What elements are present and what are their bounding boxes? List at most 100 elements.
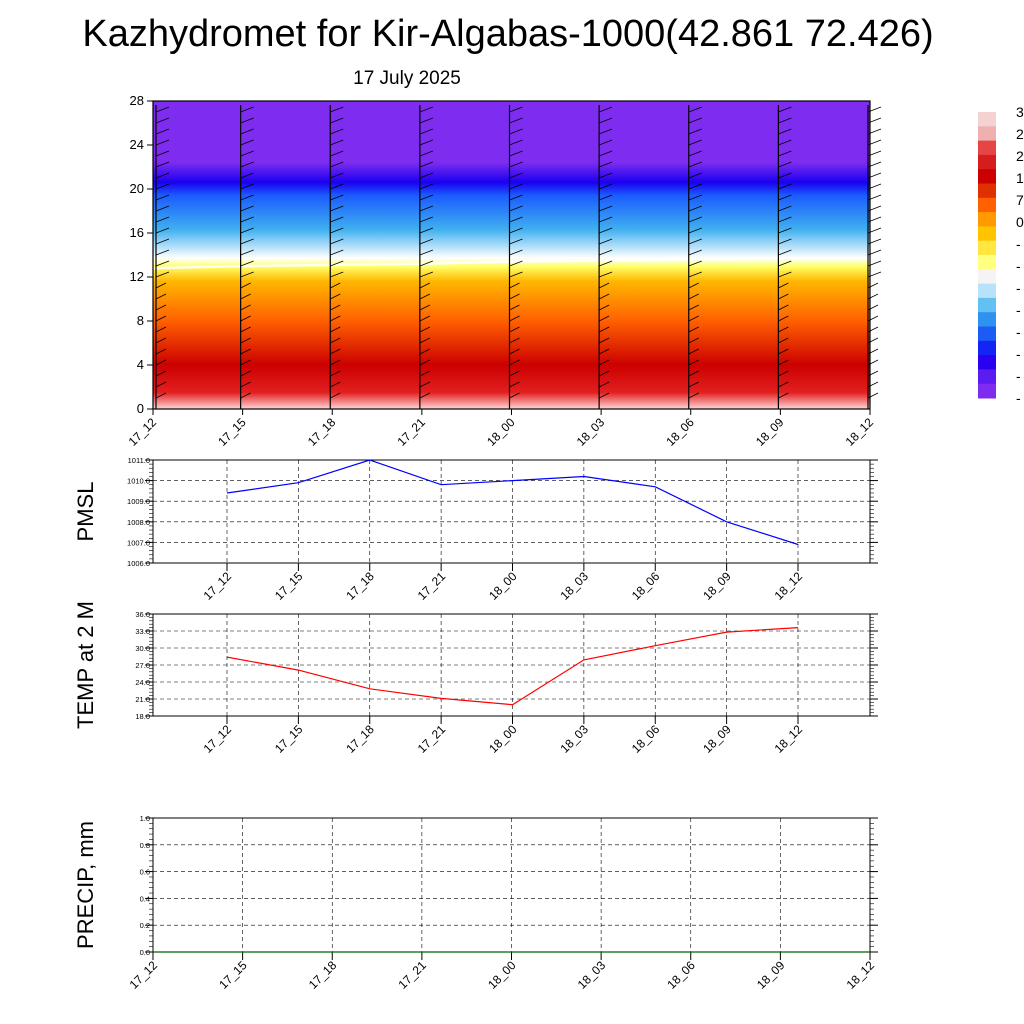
wind-barb: [778, 128, 792, 135]
wind-barb: [240, 271, 254, 278]
y-tick-label: 28: [130, 93, 144, 108]
wind-barb: [598, 249, 613, 256]
colorbar-label: -: [1016, 258, 1021, 274]
wind-barb: [155, 381, 167, 388]
x-tick-label: 18_03: [557, 569, 591, 603]
y-axis-label: TEMP at 2 M: [73, 601, 98, 729]
x-tick-label: 18_06: [664, 958, 698, 992]
wind-barb: [688, 172, 702, 179]
colorbar-label: 2: [1016, 148, 1024, 164]
wind-barb: [330, 282, 341, 289]
colorbar-swatch: [978, 226, 996, 242]
y-tick-label: 1011.0: [128, 456, 150, 465]
wind-barb: [240, 106, 254, 113]
wind-barb-column: [419, 105, 434, 409]
colorbar-swatch: [978, 240, 996, 256]
x-tick-label: 17_21: [395, 958, 429, 992]
x-tick-label: 17_12: [201, 722, 235, 756]
colorbar-swatch: [978, 169, 996, 184]
wind-barb: [688, 260, 702, 267]
x-tick-label: 17_15: [272, 569, 306, 603]
wind-barb: [688, 249, 702, 256]
wind-barb: [419, 348, 431, 355]
wind-barb: [155, 304, 167, 311]
wind-barb: [598, 128, 613, 135]
y-tick-label: 0: [137, 401, 144, 416]
wind-barb: [778, 326, 789, 333]
x-tick-label: 18_12: [772, 722, 806, 756]
wind-barb: [778, 139, 792, 146]
wind-barb: [240, 348, 251, 355]
wind-barb: [155, 194, 170, 201]
wind-barb: [419, 238, 434, 245]
wind-barb: [155, 106, 170, 113]
colorbar-label: -: [1016, 236, 1021, 252]
wind-barb-column: [777, 105, 792, 409]
wind-barb: [155, 172, 170, 179]
y-axis-label: PRECIP, mm: [73, 821, 98, 949]
x-tick-label: 18_06: [663, 415, 697, 449]
wind-barb: [509, 238, 523, 245]
x-tick-label: 18_03: [575, 958, 609, 992]
wind-barb: [509, 370, 520, 377]
y-tick-label: 4: [137, 357, 144, 372]
temperature-field: [153, 101, 870, 409]
wind-barb: [598, 194, 613, 201]
wind-barb: [330, 216, 344, 223]
wind-barb: [688, 205, 702, 212]
wind-barb: [688, 227, 702, 234]
wind-barb: [419, 172, 434, 179]
wind-barb: [155, 205, 170, 212]
wind-barb: [688, 337, 699, 344]
wind-barb: [155, 315, 167, 322]
wind-barb: [509, 139, 523, 146]
x-tick-label: 18_12: [843, 415, 877, 449]
colorbar-swatch: [978, 197, 996, 213]
wind-barb: [778, 117, 792, 124]
wind-barb: [509, 172, 523, 179]
figure-title: Kazhydromet for Kir-Algabas-1000(42.861 …: [82, 13, 933, 55]
colorbar-label: 2: [1016, 126, 1024, 142]
wind-barb: [778, 304, 789, 311]
wind-barb: [240, 326, 251, 333]
x-tick-label: 18_09: [700, 569, 734, 603]
wind-barb: [155, 183, 170, 190]
wind-barb: [778, 249, 792, 256]
y-tick-label: 1.0: [140, 814, 150, 823]
wind-barb: [688, 304, 699, 311]
wind-barb: [598, 172, 613, 179]
wind-barb: [778, 194, 792, 201]
x-tick-label: 17_21: [394, 415, 428, 449]
y-tick-label: 1007.0: [127, 538, 150, 547]
y-tick-label: 0.2: [140, 921, 150, 930]
wind-barb: [598, 183, 613, 190]
wind-barb: [419, 161, 434, 168]
wind-barb: [509, 249, 523, 256]
wind-barb: [240, 315, 251, 322]
wind-barb: [509, 271, 523, 278]
wind-barb-column: [240, 105, 254, 409]
wind-barb: [419, 128, 434, 135]
wind-barb: [509, 150, 523, 157]
wind-barb: [330, 359, 341, 366]
x-tick-label: 18_00: [486, 722, 520, 756]
wind-barb: [330, 348, 341, 355]
wind-barb: [330, 304, 341, 311]
wind-barb: [598, 238, 613, 245]
wind-barb: [330, 293, 341, 300]
wind-barb: [155, 139, 170, 146]
cross-section-panel: 0 4 8 12 16 20 24 28 17_12 17_15 17_18 17_21 18_00 18…: [126, 93, 882, 449]
wind-barb: [419, 205, 434, 212]
wind-barb: [598, 348, 610, 355]
wind-barb: [688, 106, 702, 113]
wind-barb: [419, 326, 431, 333]
wind-barb: [688, 161, 702, 168]
colorbar-swatch: [978, 369, 996, 385]
wind-barb: [155, 337, 167, 344]
wind-barb: [688, 238, 702, 245]
wind-barb: [330, 117, 344, 124]
y-tick-label: 16: [130, 225, 144, 240]
wind-barb: [688, 326, 699, 333]
wind-barb: [598, 139, 613, 146]
wind-barb: [419, 183, 434, 190]
